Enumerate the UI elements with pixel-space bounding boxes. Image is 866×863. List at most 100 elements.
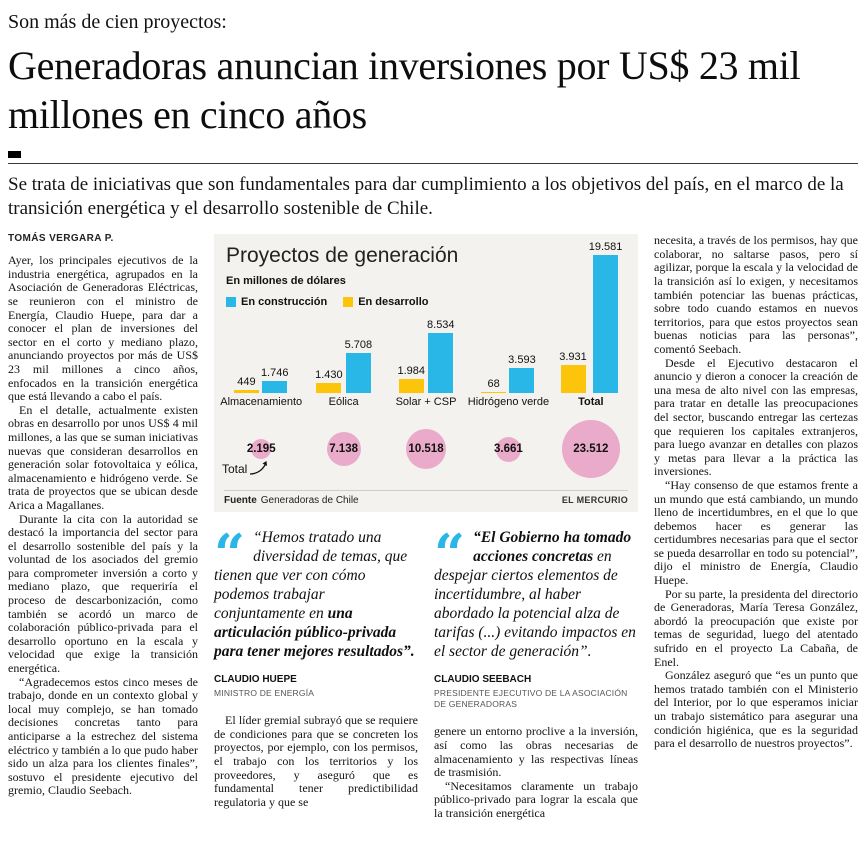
legend-label: En construcción [241,296,328,309]
chart-bar-group: 68 3.593 Hidrógeno verde 3.661 [467,240,549,479]
column-2: “ “Hemos tratado una diversidad de temas… [214,526,418,820]
bar-wrap: 8.534 [427,319,455,394]
category-label: Almacenamiento [220,396,303,409]
legend-item-construccion: En construcción [226,296,327,308]
chart-plot: 449 1.746 Almacenamiento 2.195 1.430 5.708 Eól… [220,240,632,479]
column-3: “ “El Gobierno ha tomado acciones concre… [434,526,638,820]
total-circle: 3.661 [494,436,523,462]
bar-value-label: 1.430 [315,369,343,382]
total-value-label: 10.518 [408,443,444,456]
bar-wrap: 68 [481,378,507,394]
total-value-label: 7.138 [329,443,358,456]
article-body: TOMÁS VERGARA P. Ayer, los principales e… [8,233,858,820]
category-label: Eólica [328,396,359,409]
pullquote-seebach: “ “El Gobierno ha tomado acciones concre… [434,522,638,710]
bar-wrap: 5.708 [344,339,373,394]
divider-rule [8,162,858,164]
total-circle-area: 2.195 [247,419,276,479]
column-3-text: genere un entorno proclive a la inversió… [434,724,638,820]
totals-annotation: Total [222,458,271,476]
bar-en-construccion [593,255,619,394]
total-value-label: 2.195 [246,443,276,456]
pullquote-text: “Hemos tratado una diversidad de temas, … [214,528,418,661]
bar-value-label: 1.746 [260,367,289,380]
generation-projects-chart: Proyectos de generación En millones de d… [214,234,638,513]
article-paragraph: El líder gremial subrayó que se requiere… [214,713,418,809]
article-paragraph: “Agradecemos estos cinco meses de trabaj… [8,674,198,798]
bar-wrap: 1.430 [315,369,343,394]
column-1: TOMÁS VERGARA P. Ayer, los principales e… [8,234,198,820]
pullquote-role: PRESIDENTE EJECUTIVO DE LA ASOCIACIÓN DE… [434,688,628,710]
bar-wrap: 1.984 [397,365,426,394]
chart-source-label: Fuente [224,495,257,507]
legend-swatch-blue-icon [226,297,236,308]
total-circle-area: 3.661 [494,419,523,479]
column-2-text: El líder gremial subrayó que se requiere… [214,713,418,809]
chart-source-name: Generadoras de Chile [260,495,359,507]
article-paragraph: Desde el Ejecutivo destacaron el anuncio… [654,355,858,479]
pullquote-huepe: “ “Hemos tratado una diversidad de temas… [214,522,418,699]
article-paragraph: necesita, a través de los permisos, hay … [654,233,858,356]
bar-wrap: 3.931 [559,351,587,394]
middle-section: Proyectos de generación En millones de d… [214,234,638,820]
quote-mark-icon: “ [434,522,466,587]
bar-en-construccion [345,353,371,394]
chart-source: Fuente Generadoras de Chile [224,495,359,506]
bar-en-construccion [428,333,454,394]
total-value-label: 3.661 [494,443,523,456]
column-4-text: necesita, a través de los permisos, hay … [654,233,858,751]
chart-legend: En construcción En desarrollo [226,296,428,308]
chart-title: Proyectos de generación [226,244,459,268]
bar-wrap: 449 [233,376,259,394]
legend-item-desarrollo: En desarrollo [343,296,428,308]
bar-wrap: 3.593 [508,354,536,394]
chart-footer: Fuente Generadoras de Chile EL MERCURIO [224,490,628,506]
bar-en-desarrollo [481,392,507,394]
bar-en-desarrollo [398,379,424,394]
quote-mark-icon: “ [214,522,246,587]
chart-credit: EL MERCURIO [561,495,628,506]
headline: Generadoras anuncian inversiones por US$… [8,43,801,137]
total-circle-area: 10.518 [406,419,447,479]
bar-value-label: 449 [237,376,256,389]
article-paragraph: “Necesitamos claramente un trabajo públi… [434,778,638,820]
pullquote-name: CLAUDIO HUEPE [214,674,297,686]
quote-segment: en despejar ciertos elementos de incerti… [434,548,636,661]
chart-bar-group: 1.984 8.534 Solar + CSP 10.518 [385,240,467,479]
quote-segment: “Hemos tratado una diversidad de temas, … [214,529,408,623]
deck: Se trata de iniciativas que son fundamen… [8,173,844,219]
column-1-text: Ayer, los principales ejecutivos de la i… [8,253,198,798]
bar-value-label: 1.984 [397,365,426,378]
article-paragraph: En el detalle, actualmente existen obras… [8,402,198,512]
total-circle: 23.512 [561,420,620,479]
bar-en-desarrollo [560,365,586,394]
article-paragraph: Ayer, los principales ejecutivos de la i… [8,253,198,404]
total-circle: 2.195 [247,439,276,460]
category-label: Solar + CSP [395,396,457,409]
totals-annotation-label: Total [222,462,248,477]
bar-en-desarrollo [233,390,259,394]
bars-area: 3.931 19.581 [559,240,623,394]
article-paragraph: Durante la cita con la autoridad se dest… [8,511,198,676]
bar-wrap: 1.746 [260,367,289,394]
column-4: necesita, a través de los permisos, hay … [654,233,858,820]
article-paragraph: González aseguró que “es un punto que he… [654,668,858,751]
article-paragraph: Por su parte, la presidenta del director… [654,586,858,669]
legend-label: En desarrollo [358,296,429,309]
pullquote-name: CLAUDIO SEEBACH [434,674,532,686]
article-paragraph: genere un entorno proclive a la inversió… [434,724,638,780]
article-paragraph: “Hay consenso de que estamos frente a un… [654,477,858,588]
bar-value-label: 5.708 [344,339,373,352]
bars-area: 1.984 8.534 [397,240,455,394]
square-bullet [8,150,21,158]
bar-en-desarrollo [316,383,342,394]
total-value-label: 23.512 [573,443,609,456]
total-circle: 10.518 [406,429,447,470]
bar-wrap: 19.581 [588,241,623,394]
kicker: Son más de cien proyectos: [8,11,227,33]
bars-area: 1.430 5.708 [315,240,373,394]
bar-value-label: 68 [487,378,500,391]
bars-area: 449 1.746 [233,240,289,394]
bar-value-label: 19.581 [588,241,623,254]
chart-bar-group: 449 1.746 Almacenamiento 2.195 [220,240,302,479]
